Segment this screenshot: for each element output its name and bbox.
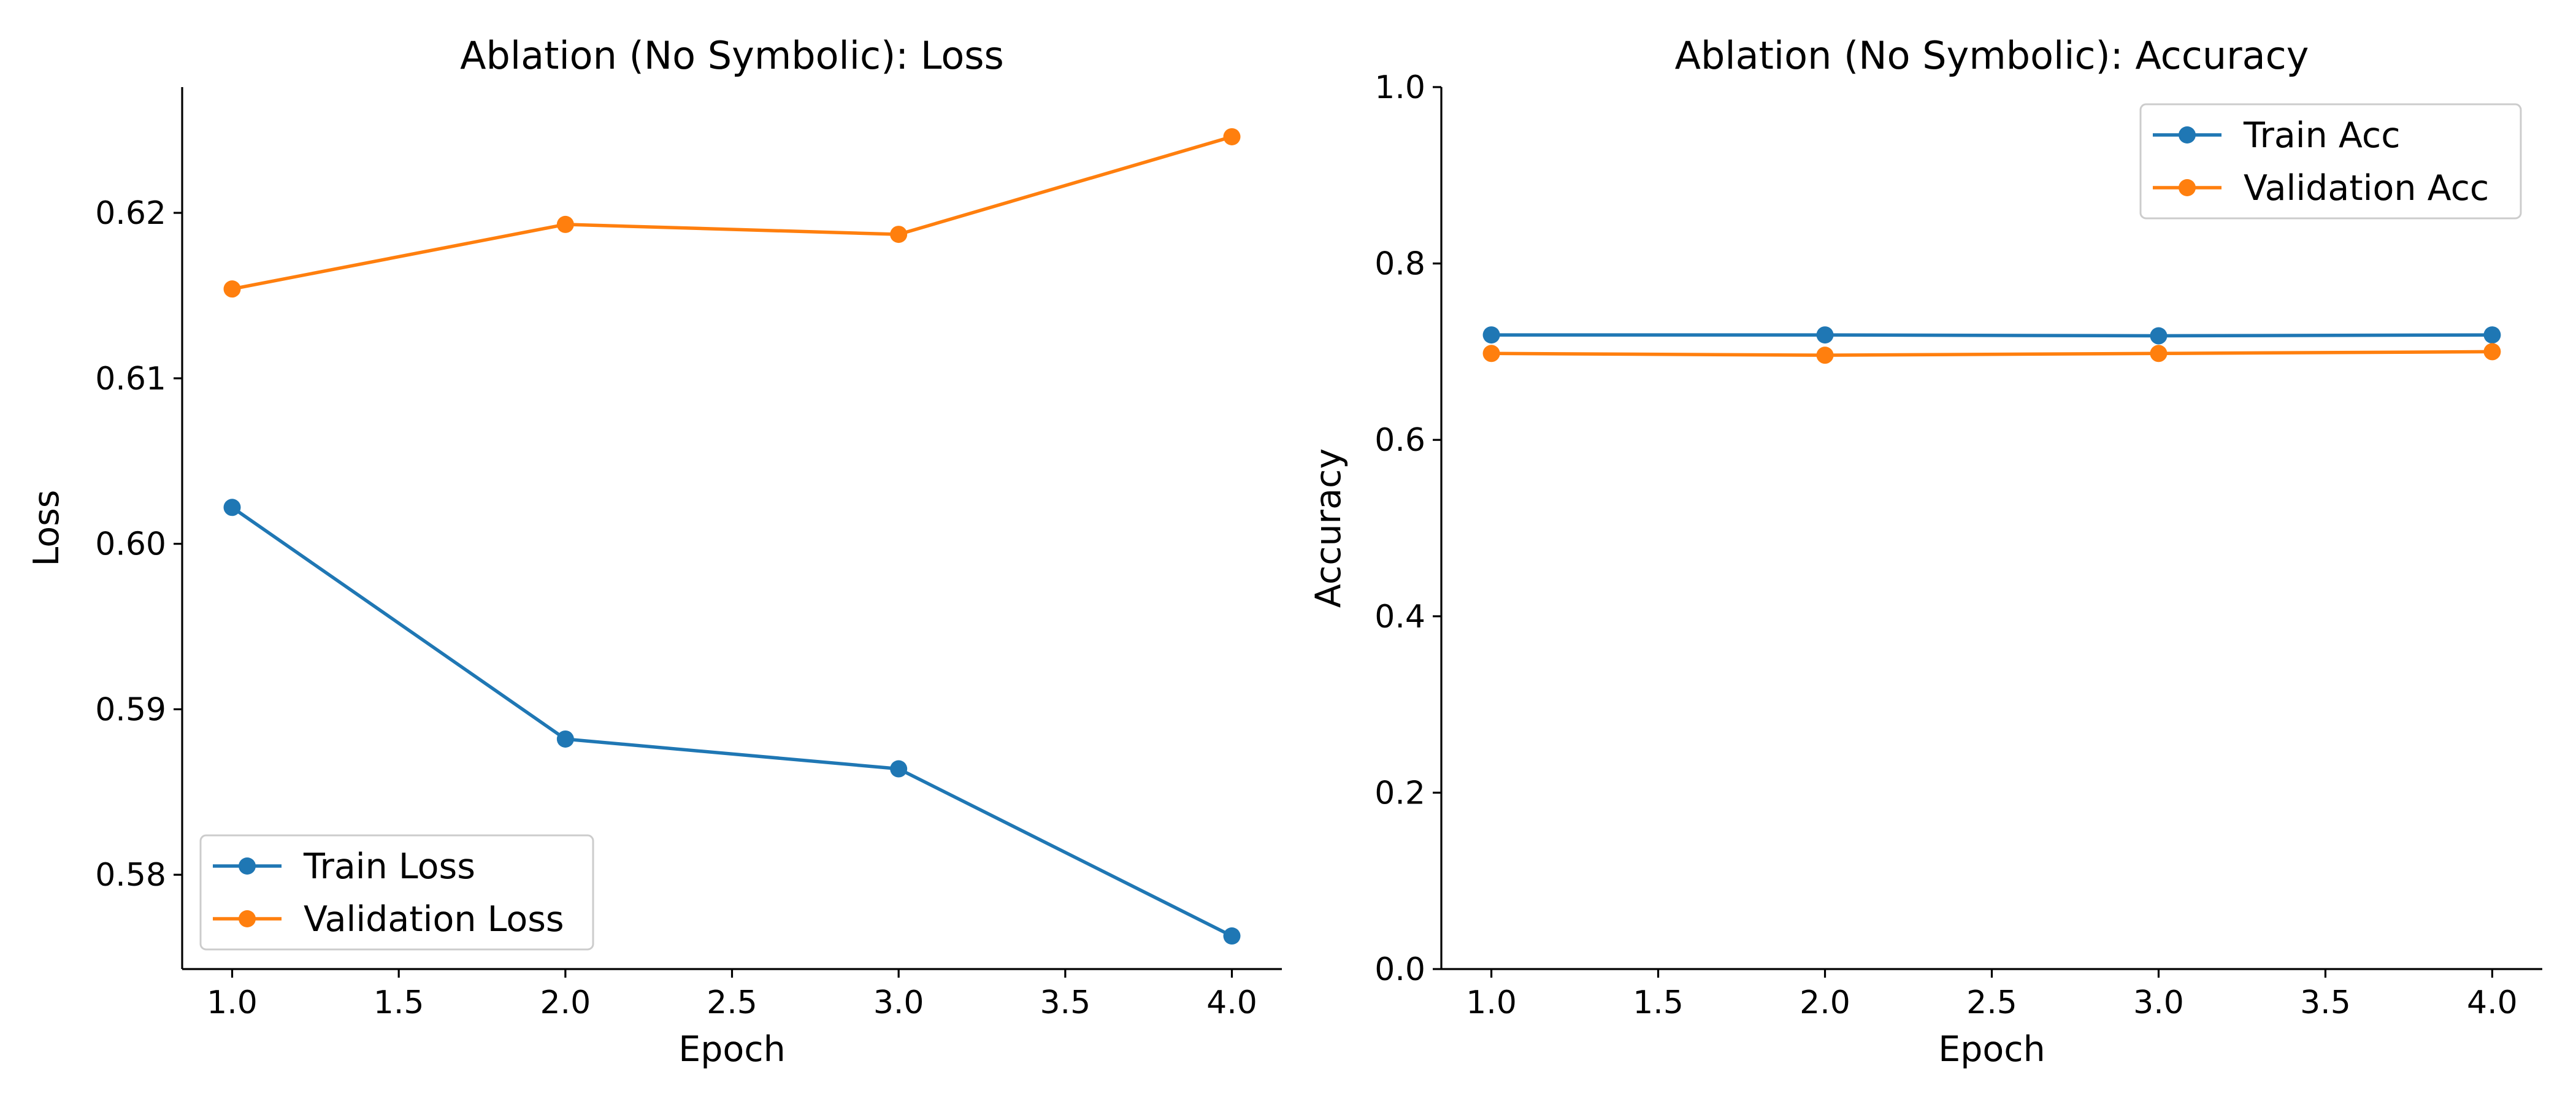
data-point [1223,128,1241,145]
data-point [556,730,574,748]
series-line [230,505,1234,938]
series-validation-acc [1482,343,2501,364]
x-tick-label: 3.5 [1040,984,1091,1021]
legend: Train Loss Validation Loss [199,834,594,951]
legend-marker [2179,179,2196,196]
x-tick-label: 1.0 [1466,984,1517,1021]
y-tick-label: 0.62 [95,195,166,232]
data-point [1223,927,1241,945]
series-line [230,135,1234,291]
legend-frame [2139,103,2522,220]
data-point [1482,326,1500,344]
data-point [556,215,574,233]
x-tick-label: 3.0 [873,984,924,1021]
y-tick-label: 0.8 [1374,246,1425,283]
legend-label: Validation Acc [2244,168,2489,209]
x-tick-label: 2.5 [707,984,757,1021]
x-tick-label: 3.0 [2133,984,2184,1021]
data-point [1482,345,1500,362]
x-tick-label: 1.0 [207,984,258,1021]
y-tick-label: 0.60 [95,526,166,563]
data-point [2483,343,2501,361]
x-tick-label: 2.0 [540,984,591,1021]
data-point [890,226,908,243]
legend-marker [239,857,256,875]
legend: Train Acc Validation Acc [2139,103,2522,220]
x-tick-label: 3.5 [2300,984,2351,1021]
series-train-acc [1482,326,2501,345]
y-tick-label: 0.61 [95,361,166,397]
data-point [1816,347,1834,364]
series-validation-loss [223,128,1241,298]
y-tick-label: 0.59 [95,691,166,728]
x-tick-label: 1.5 [1633,984,1684,1021]
legend-frame [199,834,594,951]
y-tick-label: 1.0 [1374,69,1425,106]
data-point [2483,326,2501,344]
chart-title: Ablation (No Symbolic): Loss [460,33,1004,78]
legend-marker [239,910,256,927]
legend-label: Train Acc [2243,115,2401,156]
chart-title: Ablation (No Symbolic): Accuracy [1675,33,2309,78]
chart-panel-accuracy: Ablation (No Symbolic): Accuracy 1.0 1.5 2.… [1308,33,2542,1070]
y-axis-label: Loss [26,489,67,566]
x-tick-label: 2.0 [1800,984,1850,1021]
x-tick-label: 4.0 [2467,984,2518,1021]
y-tick-label: 0.4 [1374,599,1425,635]
data-point [223,499,241,516]
legend-label: Train Loss [303,846,475,887]
legend-label: Validation Loss [304,899,564,940]
y-tick-label: 0.6 [1374,422,1425,459]
data-point [890,760,908,778]
data-point [2150,345,2168,362]
chart-panel-loss: Ablation (No Symbolic): Loss 1.0 1.5 2.0 2.5… [26,33,1282,1070]
x-axis-label: Epoch [678,1029,786,1070]
y-axis-label: Accuracy [1308,448,1349,608]
legend-marker [2179,126,2196,144]
y-tick-label: 0.2 [1374,775,1425,811]
y-tick-label: 0.58 [95,857,166,894]
x-tick-label: 1.5 [374,984,424,1021]
x-tick-label: 4.0 [1206,984,1257,1021]
data-point [2150,327,2168,345]
series-train-loss [223,499,1241,945]
y-tick-label: 0.0 [1374,951,1425,988]
series-line [1489,350,2494,357]
x-axis-label: Epoch [1938,1029,2045,1070]
data-point [223,280,241,298]
x-tick-label: 2.5 [1966,984,2017,1021]
data-point [1816,326,1834,344]
